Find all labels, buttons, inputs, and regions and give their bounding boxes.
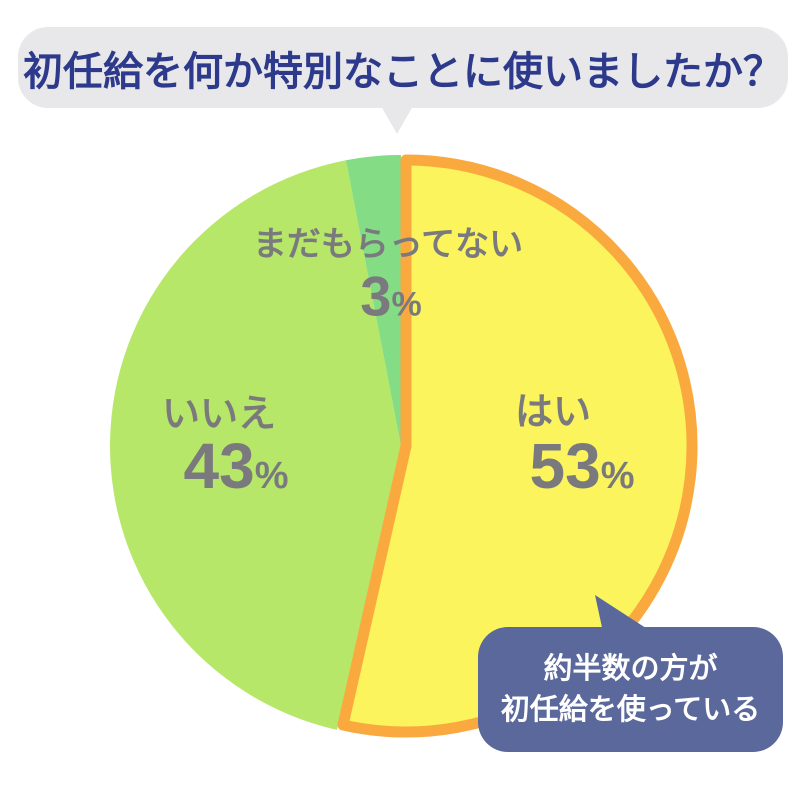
- pie-slice-2: [345, 155, 401, 446]
- slice-label-yes: はい: [514, 391, 592, 434]
- annotation-line-1: 約半数の方が: [543, 653, 718, 686]
- slice-value-yes-number: 53: [529, 430, 601, 502]
- slice-value-no-number: 43: [183, 430, 255, 502]
- slice-value-no-unit: %: [254, 455, 289, 497]
- slice-value-yes: 53%: [530, 429, 635, 503]
- title-bubble-tail: [381, 106, 413, 134]
- title-speech-bubble: 初任給を何か特別なことに使いましたか？: [18, 27, 788, 108]
- pie-slice-1: [110, 160, 401, 730]
- slice-value-notyet: 3%: [360, 264, 421, 329]
- slice-value-no: 43%: [184, 429, 289, 503]
- annotation-line-2: 初任給を使っている: [500, 693, 761, 726]
- chart-title: 初任給を何か特別なことに使いましたか？: [23, 49, 783, 94]
- annotation-tail-shape: [595, 595, 652, 632]
- annotation-bubble-tail: [595, 595, 652, 632]
- slice-value-notyet-unit: %: [391, 285, 422, 324]
- slice-value-yes-unit: %: [600, 455, 635, 497]
- slice-label-notyet: まだもらってない: [252, 225, 524, 264]
- annotation-bubble: 約半数の方が 初任給を使っている: [478, 627, 783, 752]
- slice-label-no: いいえ: [161, 393, 277, 436]
- slice-value-notyet-number: 3: [360, 264, 392, 328]
